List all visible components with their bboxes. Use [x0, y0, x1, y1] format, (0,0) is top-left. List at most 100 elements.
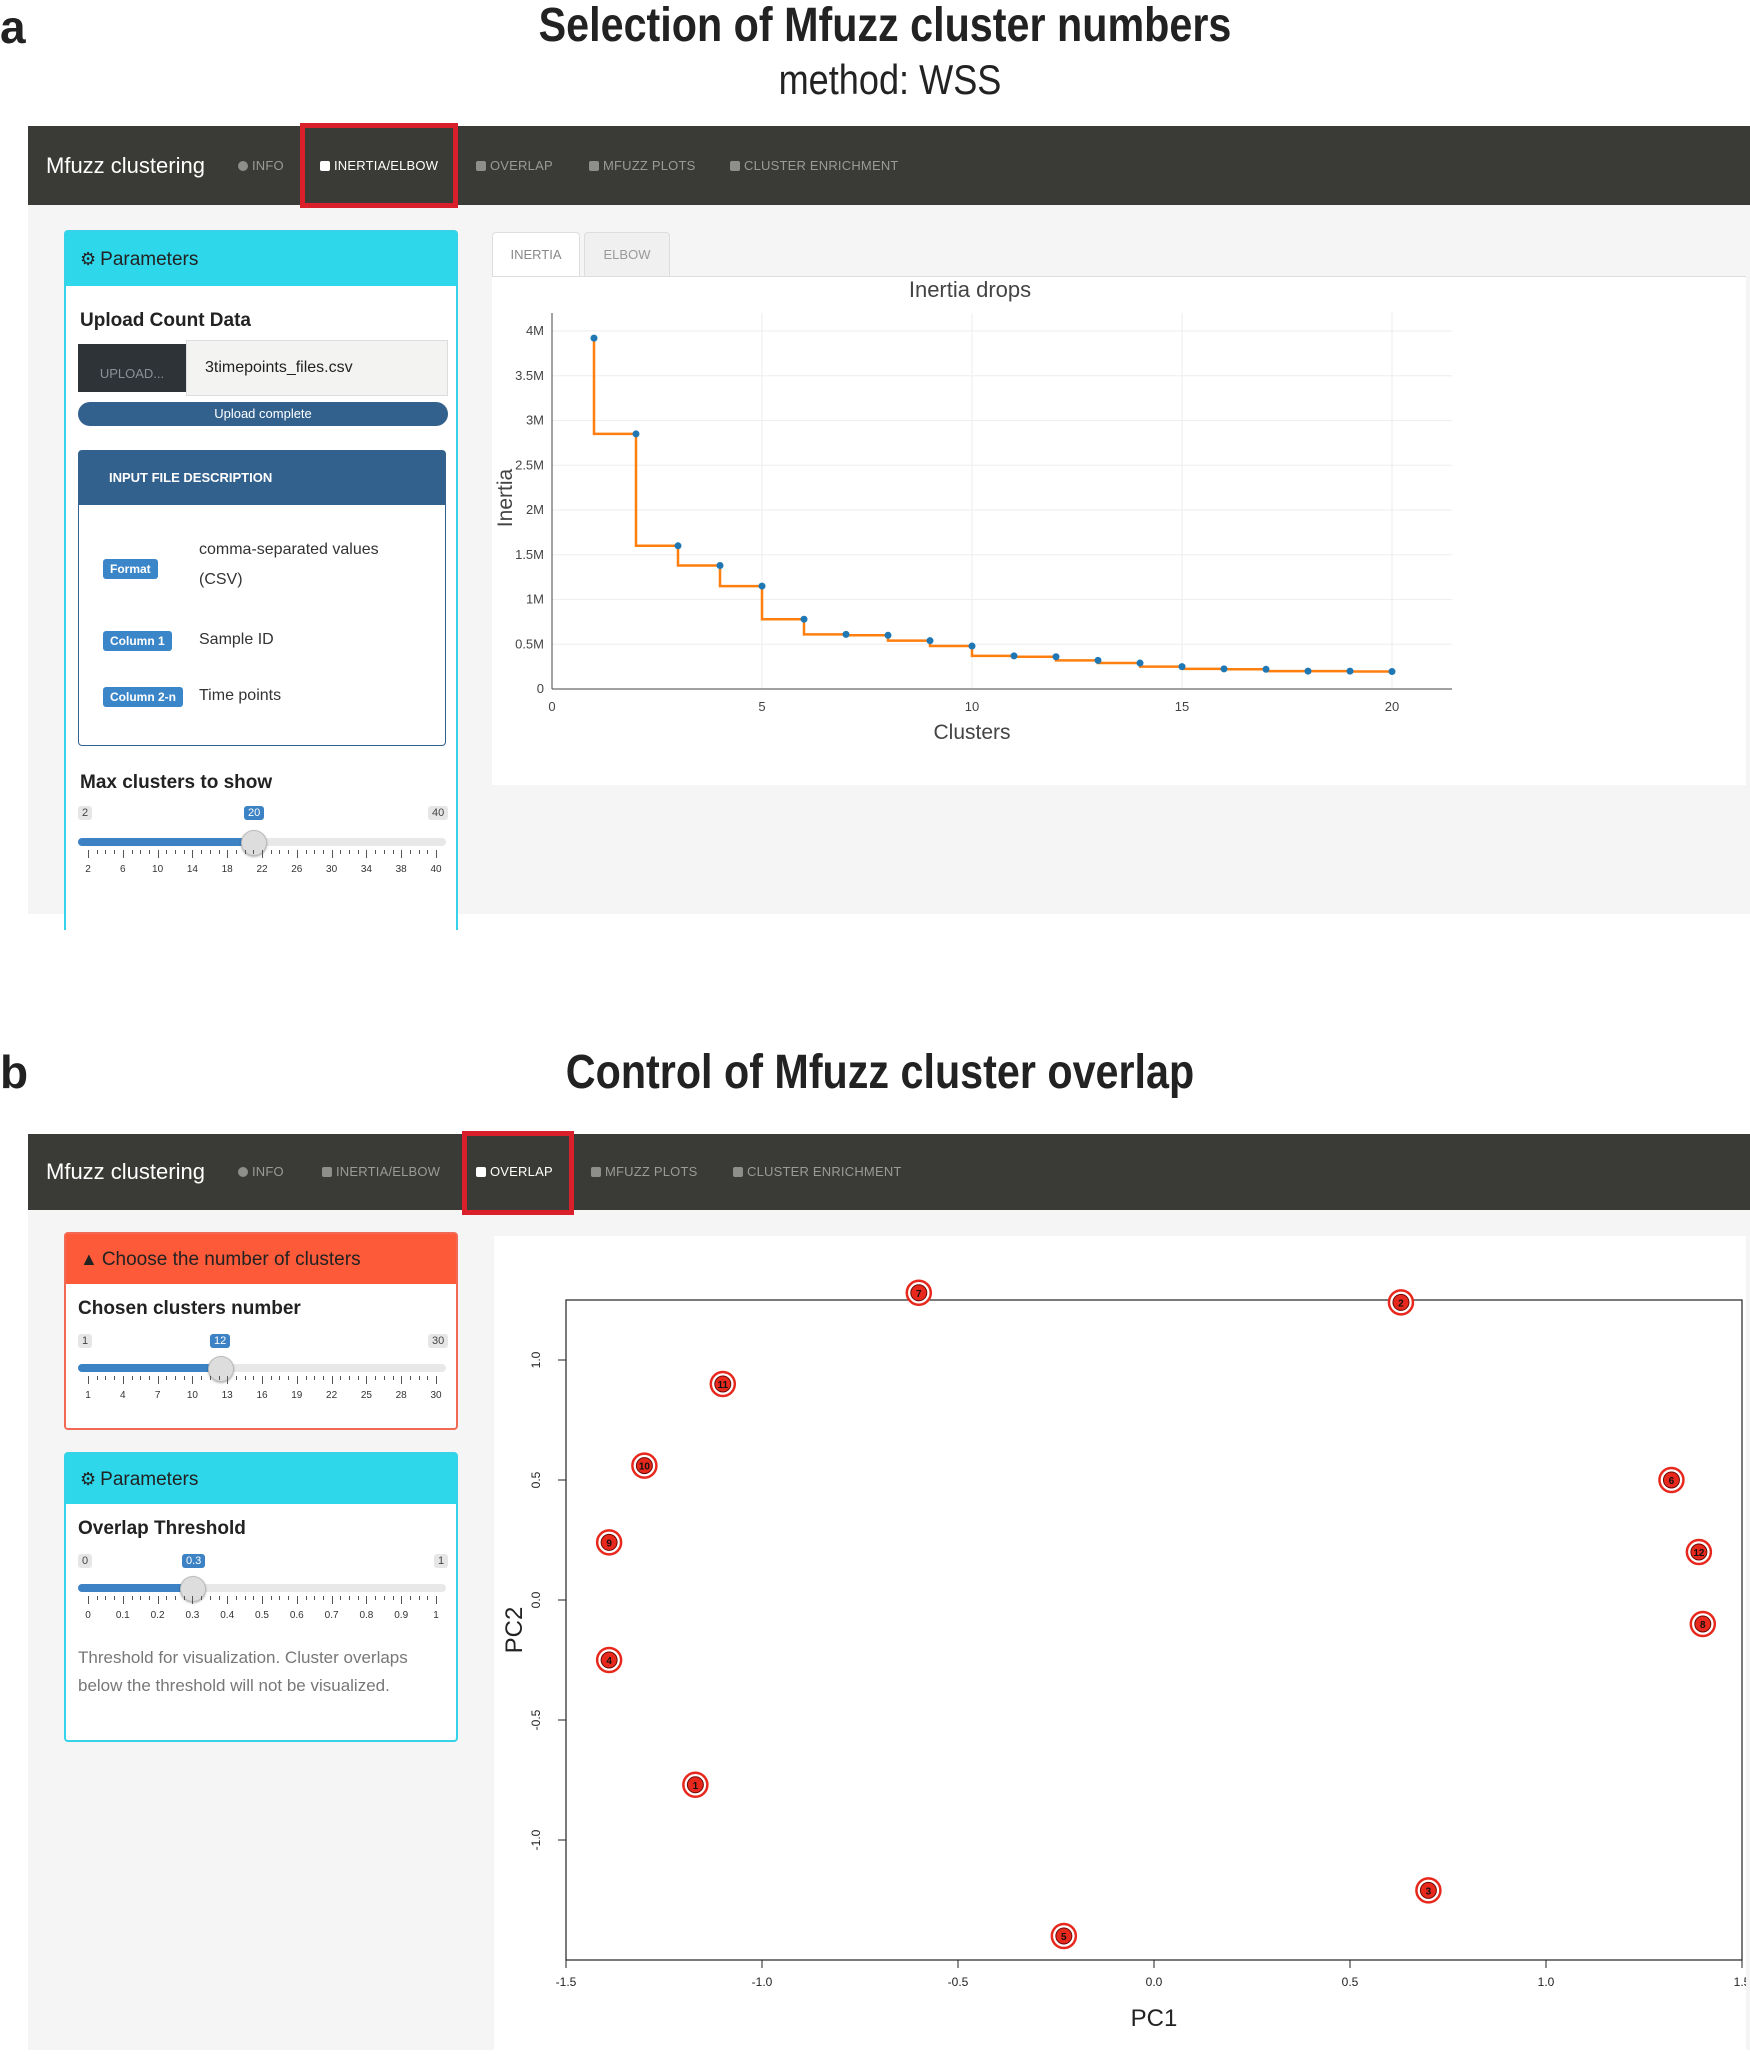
x-tick-label: 1.0	[1538, 1975, 1555, 1989]
chart-icon	[476, 161, 486, 171]
cluster-point: 6	[1658, 1466, 1685, 1494]
slider-tick-label: 0.2	[150, 1610, 165, 1621]
slider-tick	[96, 850, 98, 854]
inertia-point	[1388, 668, 1396, 676]
slider-tick	[383, 1596, 385, 1600]
slider-tick	[349, 850, 350, 854]
y-tick-label: 3M	[526, 413, 544, 428]
slider-tick	[157, 850, 159, 858]
slider-tick-label: 10	[152, 864, 164, 875]
cluster-point: 7	[905, 1279, 933, 1307]
slider-tick	[418, 1596, 420, 1600]
nav-cluster-enrichment[interactable]: CLUSTER ENRICHMENT	[730, 126, 899, 205]
y-tick-label: 0.0	[529, 1591, 543, 1608]
slider-tick	[105, 850, 107, 854]
slider-max-tag: 1	[434, 1554, 449, 1568]
tab-elbow[interactable]: ELBOW	[584, 232, 670, 276]
slider-tick	[366, 850, 368, 858]
tab-inertia[interactable]: INERTIA	[492, 232, 580, 276]
slider-tick	[253, 1376, 255, 1380]
cluster-point-dot	[1690, 1543, 1708, 1561]
clusters-card: ▲ Choose the number of clusters Chosen cl…	[64, 1232, 458, 1430]
clusters-number-slider[interactable]: 1 4 7 10 13 16 19 22 25 28 30	[78, 1354, 446, 1414]
inertia-point	[926, 637, 934, 645]
slider-tick	[157, 1596, 159, 1604]
overlap-threshold-slider[interactable]: 0 0.1 0.2 0.3 0.4 0.5 0.6 0.7 0.8 0.9 1	[78, 1574, 446, 1634]
slider-tick	[314, 1376, 316, 1380]
slider-tick	[383, 1376, 385, 1380]
max-clusters-slider[interactable]: 2 6 10 14 18 22 26 30 34 38 40	[78, 828, 446, 888]
parameters-title: Parameters	[100, 249, 199, 270]
slider-tick	[235, 850, 237, 854]
slider-tick	[427, 1376, 429, 1380]
inertia-plot-panel: Inertia drops 0 0.5M 1M 1.5M 2M 2.5M 3M 3.5M 4M 0 5…	[492, 276, 1746, 785]
slider-tick-label: 38	[395, 864, 407, 875]
slider-tick	[131, 850, 133, 854]
slider-tick-label: 16	[256, 1390, 268, 1401]
slider-tick	[296, 1376, 298, 1384]
nav-enrichment-label: CLUSTER ENRICHMENT	[747, 1164, 902, 1179]
slider-tick	[288, 1376, 290, 1380]
inertia-point	[1262, 665, 1270, 673]
slider-tick	[122, 850, 124, 858]
info-icon	[238, 161, 248, 171]
y-tick-label: 0.5	[529, 1471, 543, 1488]
cluster-point-dot	[910, 1284, 928, 1302]
cluster-point-label: 9	[606, 1538, 612, 1549]
cluster-point: 3	[1415, 1877, 1442, 1904]
cluster-point: 4	[595, 1646, 623, 1674]
nav-overlap[interactable]: OVERLAP	[476, 126, 553, 205]
slider-thumb[interactable]	[207, 1356, 234, 1382]
x-tick-label: 1.5	[1734, 1975, 1746, 1989]
nav-inertia-elbow[interactable]: INERTIA/ELBOW	[320, 126, 438, 205]
slider-tick	[227, 1596, 229, 1604]
slider-tick-label: 30	[326, 864, 338, 875]
slider-tick	[175, 850, 176, 854]
file-name-field[interactable]: 3timepoints_files.csv	[186, 340, 448, 396]
cluster-point-label: 6	[1669, 1476, 1675, 1487]
column1-badge: Column 1	[103, 631, 172, 651]
inertia-point	[674, 542, 682, 550]
app-brand[interactable]: Mfuzz clustering	[46, 153, 205, 178]
slider-tick	[383, 850, 385, 854]
slider-tick	[244, 1596, 246, 1600]
slider-tick	[166, 850, 168, 854]
nav-info-label: INFO	[252, 1164, 284, 1179]
nav-info[interactable]: INFO	[238, 1134, 284, 1213]
slider-tick	[340, 1596, 342, 1600]
upload-button[interactable]: UPLOAD...	[78, 344, 186, 392]
cluster-point-dot	[635, 1457, 653, 1475]
nav-mfuzz-plots[interactable]: MFUZZ PLOTS	[589, 126, 695, 205]
panel-a-letter: a	[0, 1, 26, 53]
nav-info[interactable]: INFO	[238, 126, 284, 205]
slider-tick	[183, 1376, 185, 1380]
slider-tick	[218, 1596, 220, 1600]
nav-overlap[interactable]: OVERLAP	[476, 1134, 553, 1213]
parameters-card: ⚙ Parameters Upload Count Data UPLOAD... …	[64, 230, 458, 930]
slider-tick	[122, 1596, 124, 1604]
cluster-point-label: 7	[916, 1289, 922, 1300]
info-icon	[238, 1167, 248, 1177]
slider-max-tag: 40	[428, 806, 449, 820]
nav-inertia-elbow[interactable]: INERTIA/ELBOW	[322, 1134, 440, 1213]
y-tick-label: 1M	[526, 592, 544, 607]
slider-tick	[305, 1596, 307, 1600]
nav-cluster-enrichment[interactable]: CLUSTER ENRICHMENT	[733, 1134, 902, 1213]
slider-tick	[270, 850, 272, 854]
slider-tick-label: 34	[360, 864, 372, 875]
cluster-point-label: 4	[606, 1656, 612, 1667]
slider-tick	[157, 1376, 159, 1384]
nav-mfuzz-plots[interactable]: MFUZZ PLOTS	[591, 1134, 697, 1213]
slider-tick	[122, 1376, 124, 1384]
app-brand[interactable]: Mfuzz clustering	[46, 1159, 205, 1184]
slider-tick-label: 0.8	[359, 1610, 374, 1621]
slider-max-tag: 30	[428, 1334, 449, 1348]
slider-tick	[105, 1596, 107, 1600]
warning-icon: ▲	[80, 1249, 98, 1269]
cluster-point-label: 12	[1693, 1548, 1705, 1559]
nav-inertia-label: INERTIA/ELBOW	[336, 1164, 441, 1179]
nav-overlap-label: OVERLAP	[490, 158, 553, 173]
x-tick-label: 10	[965, 699, 979, 714]
slider-tick-label: 0.3	[185, 1610, 200, 1621]
